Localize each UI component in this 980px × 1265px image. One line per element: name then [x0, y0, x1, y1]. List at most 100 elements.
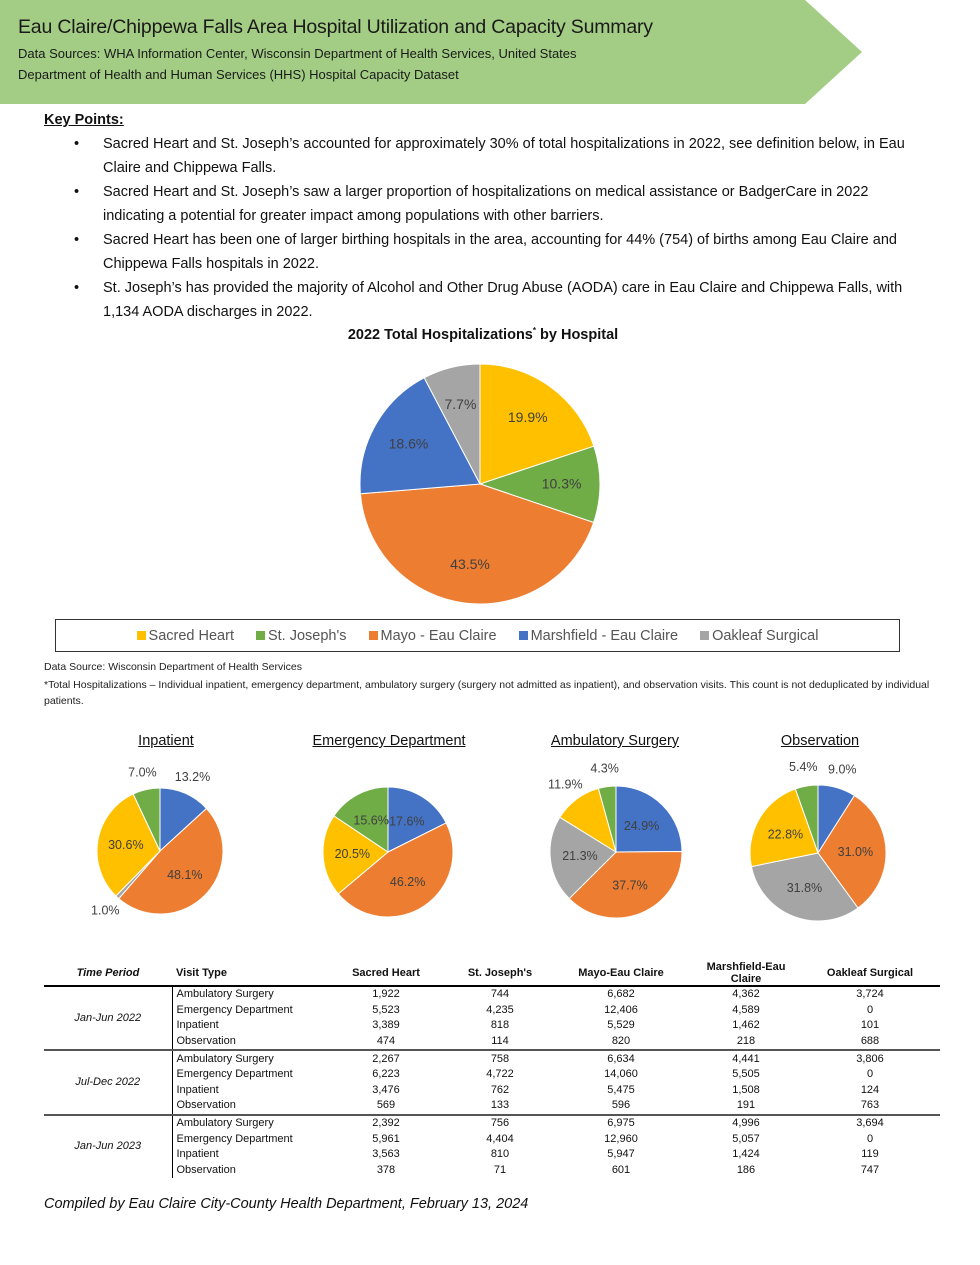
visit-type: Inpatient: [176, 1019, 219, 1032]
table-cell: 818: [490, 1019, 510, 1032]
table-cell: 5,523: [372, 1003, 400, 1016]
table-cell: 4,589: [732, 1003, 760, 1016]
table-row: Observation 569 133 596 191 763: [44, 1098, 940, 1115]
definition-note: *Total Hospitalizations – Individual inp…: [44, 679, 930, 707]
table-cell: 1,508: [732, 1083, 760, 1096]
table-cell: 3,563: [372, 1148, 400, 1161]
pie-data-label: 10.3%: [542, 475, 582, 491]
table-row: Inpatient 3,389 818 5,529 1,462 101: [44, 1018, 940, 1034]
legend-swatch: [255, 631, 265, 640]
legend-swatch: [700, 631, 710, 640]
pie-data-label: 17.6%: [389, 815, 424, 829]
legend-label: Marshfield - Eau Claire: [530, 627, 679, 644]
visit-type: Inpatient: [176, 1148, 219, 1161]
pie-slice: [359, 483, 595, 605]
column-header: Marshfield-Eau Claire: [692, 961, 800, 987]
pie-data-label: 20.5%: [335, 847, 370, 861]
column-header: Time Period: [44, 961, 172, 987]
table-cell: 1,922: [372, 988, 400, 1001]
pie-chart-4: 9.0% 31.0% 31.8% 22.8% 5.4%: [749, 760, 887, 922]
legend-swatch: [518, 631, 528, 640]
pie-data-label: 4.3%: [590, 761, 619, 775]
data-source-note: Data Source: Wisconsin Department of Hea…: [44, 661, 302, 673]
key-point: Sacred Heart and St. Joseph’s saw a larg…: [70, 181, 920, 228]
pie-slice: [322, 815, 389, 895]
pie-slice: [615, 785, 683, 853]
column-header: Oakleaf Surgical: [800, 961, 940, 987]
pie-slice: [423, 363, 481, 485]
table-cell: 101: [860, 1019, 880, 1032]
table-cell: 71: [493, 1163, 507, 1176]
column-header: Mayo-Eau Claire: [550, 961, 692, 987]
legend-label: Mayo - Eau Claire: [380, 627, 497, 644]
pie-data-label: 7.0%: [128, 765, 157, 779]
page-title: Eau Claire/Chippewa Falls Area Hospital …: [18, 16, 653, 38]
pie-data-label: 18.6%: [389, 436, 429, 452]
table-cell: 763: [860, 1099, 880, 1112]
legend-label: St. Joseph's: [267, 627, 347, 644]
pie-slice: [118, 807, 224, 915]
visit-type: Observation: [176, 1163, 236, 1176]
data-sources-line-1: Data Sources: WHA Information Center, Wi…: [18, 46, 577, 61]
table-cell: 596: [611, 1099, 631, 1112]
table-cell: 820: [611, 1035, 631, 1048]
pie-data-label: 30.6%: [108, 838, 143, 852]
key-points-list: Sacred Heart and St. Joseph’s accounted …: [70, 133, 920, 325]
time-period: Jan-Jun 2023: [44, 1113, 173, 1179]
table-cell: 601: [611, 1163, 631, 1176]
pie-slice: [750, 852, 859, 922]
table-cell: 0: [866, 1068, 874, 1081]
table-cell: 4,404: [486, 1132, 514, 1145]
pie-data-label: 5.4%: [789, 760, 818, 774]
visit-type: Observation: [176, 1035, 236, 1048]
table-cell: 133: [490, 1099, 510, 1112]
pie-data-label: 37.7%: [612, 878, 647, 892]
table-cell: 2,267: [322, 1049, 450, 1067]
table-cell: 6,223: [372, 1068, 400, 1081]
table-cell: 218: [736, 1035, 756, 1048]
column-header: Sacred Heart: [322, 961, 450, 987]
table-cell: 3,724: [856, 988, 884, 1001]
pie-slice: [337, 822, 454, 918]
pie-data-label: 7.7%: [444, 396, 476, 412]
pie-chart-1: 13.2% 48.1% 1.0% 30.6% 7.0%: [91, 765, 224, 917]
table-row: Jan-Jun 2022 Ambulatory Surgery 1,922 744 6,…: [44, 986, 940, 1051]
table-cell: 756: [450, 1113, 550, 1132]
chart-legend: Sacred Heart St. Joseph's Mayo - Eau Clair…: [55, 619, 900, 652]
table-cell: 5,505: [732, 1068, 760, 1081]
pie-data-label: 1.0%: [91, 903, 120, 917]
table-cell: 4,996: [692, 1113, 800, 1132]
table-cell: 12,406: [604, 1003, 638, 1016]
table-cell: 747: [860, 1163, 880, 1176]
table-row: Observation 378 71 601 186 747: [44, 1163, 940, 1179]
table-cell: 474: [376, 1035, 396, 1048]
legend-label: Sacred Heart: [148, 627, 234, 644]
footnote-mark: *: [532, 326, 536, 335]
emergency-chart-title: Emergency Department: [312, 733, 466, 749]
table-cell: 3,476: [372, 1083, 400, 1096]
table-cell: 1,462: [732, 1019, 760, 1032]
time-period: Jan-Jun 2022: [44, 986, 173, 1051]
legend-item: St. Joseph's: [255, 627, 347, 644]
time-period: Jul-Dec 2022: [44, 1049, 173, 1115]
table-cell: 0: [866, 1003, 874, 1016]
pie-data-label: 43.5%: [450, 556, 490, 572]
table-cell: 186: [736, 1163, 756, 1176]
main-chart-title: 2022 Total Hospitalizations* by Hospital: [0, 326, 966, 343]
pie-data-label: 22.8%: [768, 828, 803, 842]
table-cell: 12,960: [604, 1132, 638, 1145]
pie-slice: [387, 786, 447, 853]
pie-data-label: 46.2%: [390, 875, 425, 889]
table-cell: 5,057: [732, 1132, 760, 1145]
table-cell: 744: [490, 988, 510, 1001]
legend-swatch: [136, 631, 146, 640]
key-point: St. Joseph’s has provided the majority o…: [70, 277, 920, 324]
legend-item: Sacred Heart: [136, 627, 234, 644]
table-cell: 4,235: [486, 1003, 514, 1016]
pie-data-label: 31.0%: [838, 845, 873, 859]
table-cell: 569: [376, 1099, 396, 1112]
key-point: Sacred Heart and St. Joseph’s accounted …: [70, 133, 920, 180]
table-cell: 0: [866, 1132, 874, 1145]
key-point: Sacred Heart has been one of larger birt…: [70, 229, 920, 276]
